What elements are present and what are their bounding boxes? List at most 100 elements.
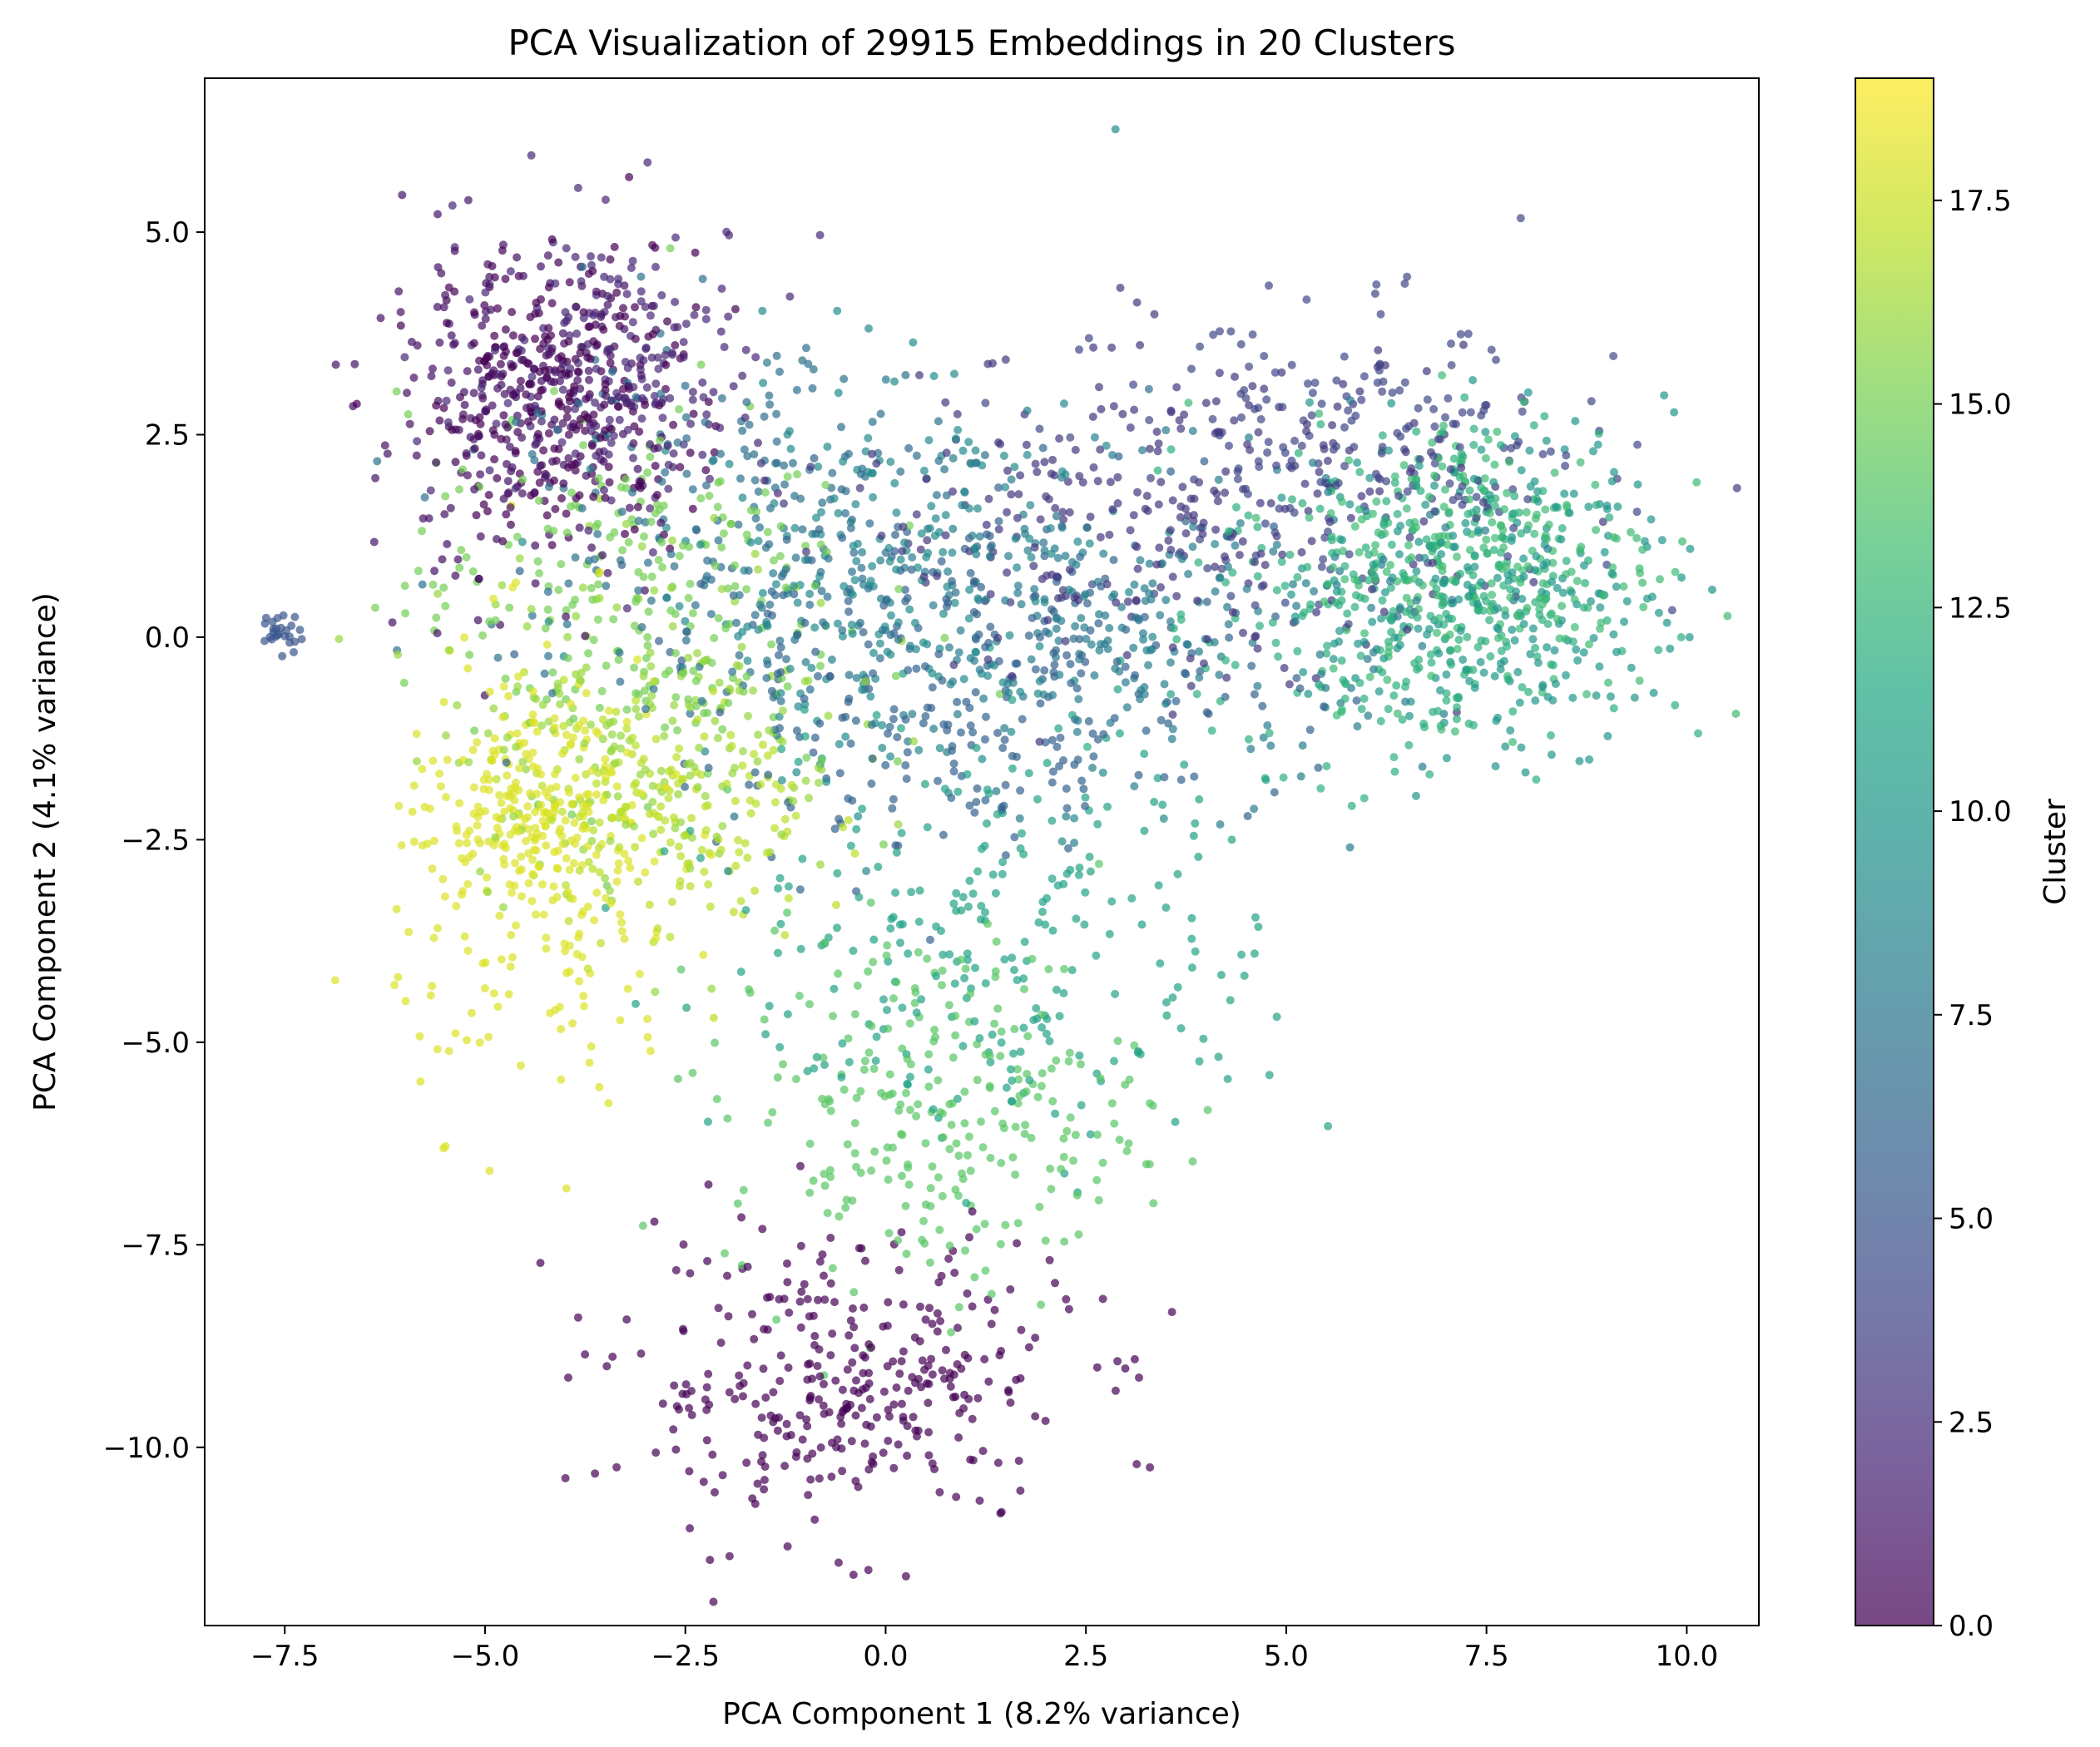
scatter-point xyxy=(962,697,971,706)
scatter-point xyxy=(776,919,785,928)
scatter-point xyxy=(791,553,800,562)
scatter-point xyxy=(934,1173,943,1182)
scatter-point xyxy=(522,837,531,845)
scatter-point xyxy=(929,1037,939,1046)
scatter-point xyxy=(1132,596,1141,606)
scatter-point xyxy=(1055,762,1063,771)
scatter-point xyxy=(1438,462,1447,471)
scatter-point xyxy=(1176,615,1186,624)
scatter-point xyxy=(569,859,578,868)
scatter-point xyxy=(1441,413,1449,422)
scatter-point xyxy=(1126,526,1135,535)
scatter-point xyxy=(474,574,483,583)
scatter-point xyxy=(810,453,819,463)
scatter-point xyxy=(656,802,666,811)
scatter-point xyxy=(1166,445,1176,454)
scatter-point xyxy=(1405,711,1414,720)
scatter-point xyxy=(739,1392,747,1401)
scatter-point xyxy=(1082,742,1092,751)
scatter-point xyxy=(1315,409,1324,418)
scatter-point xyxy=(1043,759,1052,768)
scatter-point xyxy=(1355,505,1364,514)
scatter-point xyxy=(957,728,965,737)
scatter-point xyxy=(841,487,850,496)
scatter-point xyxy=(948,524,958,533)
scatter-point xyxy=(761,543,770,552)
scatter-point xyxy=(601,426,609,435)
scatter-point xyxy=(823,1209,832,1218)
scatter-point xyxy=(953,1191,963,1200)
scatter-point xyxy=(717,543,726,552)
scatter-point xyxy=(953,787,963,796)
scatter-point xyxy=(592,287,601,296)
scatter-point xyxy=(1105,929,1114,938)
scatter-point xyxy=(1277,493,1286,502)
scatter-point xyxy=(371,473,380,483)
scatter-point xyxy=(567,423,575,432)
scatter-point xyxy=(650,586,659,595)
scatter-point xyxy=(951,588,960,597)
scatter-point xyxy=(606,532,615,542)
scatter-point xyxy=(1260,561,1270,570)
scatter-point xyxy=(1506,593,1515,602)
scatter-point xyxy=(990,1305,999,1314)
scatter-point xyxy=(864,1566,873,1575)
scatter-point xyxy=(765,726,774,735)
scatter-point xyxy=(600,400,609,409)
scatter-point xyxy=(1453,552,1461,562)
scatter-point xyxy=(1087,640,1096,649)
scatter-point xyxy=(964,438,973,447)
scatter-point xyxy=(927,502,936,511)
scatter-point xyxy=(675,744,684,753)
scatter-point xyxy=(561,1473,570,1482)
scatter-point xyxy=(1015,814,1024,823)
scatter-point xyxy=(1095,610,1103,619)
scatter-point xyxy=(963,1289,972,1298)
scatter-point xyxy=(765,600,775,609)
scatter-point xyxy=(934,1278,944,1287)
scatter-point xyxy=(1051,1109,1060,1118)
scatter-point xyxy=(1164,719,1173,728)
scatter-point xyxy=(775,651,783,660)
scatter-point xyxy=(408,807,417,816)
scatter-point xyxy=(1132,1460,1142,1468)
scatter-point xyxy=(559,479,568,488)
scatter-point xyxy=(743,452,752,461)
scatter-point xyxy=(1272,1012,1281,1022)
scatter-point xyxy=(1399,572,1409,581)
scatter-point xyxy=(790,590,799,599)
scatter-point xyxy=(639,671,648,680)
scatter-point xyxy=(1245,362,1254,371)
scatter-point xyxy=(1322,649,1331,658)
scatter-point xyxy=(467,1008,476,1017)
scatter-point xyxy=(435,338,444,347)
scatter-point xyxy=(641,586,649,595)
scatter-point xyxy=(489,989,498,998)
scatter-point xyxy=(780,1462,790,1471)
scatter-point xyxy=(589,636,598,645)
scatter-point xyxy=(573,376,582,384)
scatter-point xyxy=(571,252,580,261)
scatter-point xyxy=(1031,596,1040,606)
scatter-point xyxy=(1092,1175,1102,1185)
scatter-point xyxy=(1350,602,1360,611)
scatter-point xyxy=(1040,546,1049,555)
scatter-point xyxy=(801,658,810,666)
scatter-point xyxy=(835,814,844,824)
scatter-point xyxy=(672,753,681,762)
scatter-point xyxy=(537,781,547,790)
scatter-point xyxy=(990,1106,999,1116)
scatter-point xyxy=(704,880,713,889)
scatter-point xyxy=(512,418,521,427)
scatter-point xyxy=(622,717,631,726)
scatter-point xyxy=(1220,552,1229,561)
scatter-point xyxy=(483,507,492,516)
scatter-point xyxy=(795,1297,805,1306)
scatter-point xyxy=(1517,529,1526,538)
scatter-point xyxy=(706,1556,715,1565)
scatter-point xyxy=(567,461,577,469)
scatter-point xyxy=(1439,428,1447,437)
scatter-point xyxy=(1153,447,1162,456)
scatter-point xyxy=(803,1422,812,1431)
scatter-point xyxy=(1380,529,1389,538)
